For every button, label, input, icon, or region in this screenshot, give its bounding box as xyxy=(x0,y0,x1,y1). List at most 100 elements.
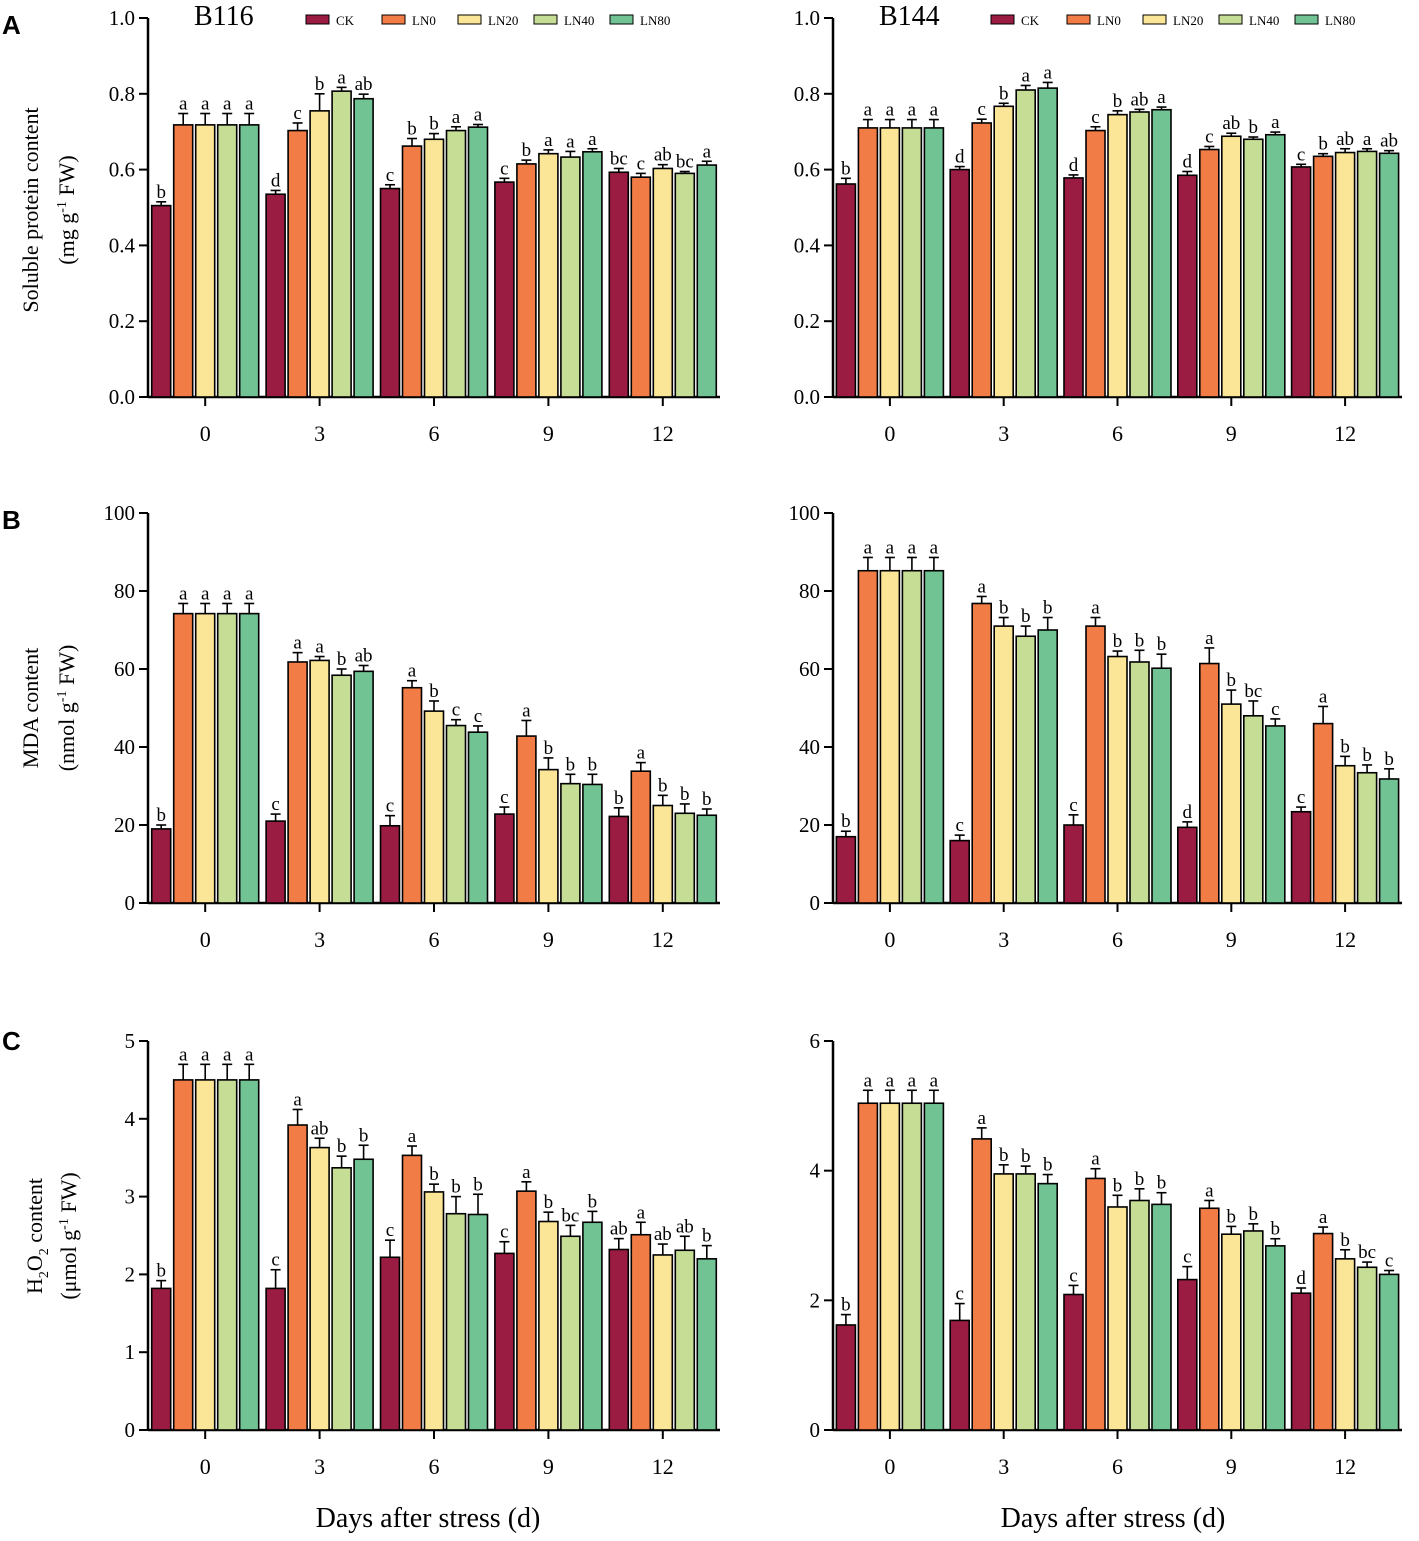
x-tick-label: 3 xyxy=(314,927,325,952)
x-tick-label: 6 xyxy=(429,1454,440,1479)
y-tick-label: 60 xyxy=(799,657,820,681)
bar-ln80 xyxy=(923,127,945,398)
significance-letter: d xyxy=(1183,151,1193,172)
x-tick-label: 3 xyxy=(998,927,1009,952)
bar-ln20 xyxy=(1107,655,1128,904)
bar-ln0 xyxy=(630,770,652,904)
significance-letter: a xyxy=(864,100,873,121)
mda-ylabel-line2: (nmol g-1 FW) xyxy=(54,645,79,772)
significance-letter: a xyxy=(544,130,553,151)
x-tick-label: 9 xyxy=(543,927,554,952)
y-tick-label: 0.0 xyxy=(109,385,135,409)
bar-ln0 xyxy=(971,602,993,904)
bar-ck xyxy=(494,181,515,398)
y-tick-label: 5 xyxy=(125,1029,136,1053)
y-tick-label: 100 xyxy=(104,501,136,525)
y-tick-label: 0 xyxy=(810,1418,821,1442)
bar-ln80 xyxy=(467,126,489,398)
significance-letter: a xyxy=(908,537,917,558)
bar-ln0 xyxy=(1312,722,1334,904)
bar-ln40 xyxy=(216,124,238,398)
significance-letter: b xyxy=(702,1226,712,1247)
bar-ln80 xyxy=(1378,1273,1400,1431)
bar-ck xyxy=(1063,177,1084,398)
bar-ln0 xyxy=(287,1124,308,1431)
significance-letter: a xyxy=(474,104,483,125)
significance-letter: b xyxy=(1021,1146,1031,1167)
significance-letter: a xyxy=(1205,628,1214,649)
significance-letter: a xyxy=(408,1126,417,1147)
significance-letter: a xyxy=(1319,686,1328,707)
significance-letter: a xyxy=(245,94,254,115)
significance-letter: b xyxy=(1340,1230,1350,1251)
significance-letter: b xyxy=(156,1261,166,1282)
significance-letter: a xyxy=(293,1089,302,1110)
significance-letter: a xyxy=(566,131,575,152)
h2o2-ylabel-line1: H2O2 content xyxy=(22,1178,52,1294)
bar-ln80 xyxy=(238,612,260,904)
chart-title: B116 xyxy=(194,1,254,32)
y-tick-label: 0.6 xyxy=(794,158,820,182)
x-tick-label: 0 xyxy=(200,927,211,952)
x-tick-label: 12 xyxy=(652,1454,674,1479)
bar-ln0 xyxy=(857,1102,879,1431)
significance-letter: c xyxy=(637,153,645,174)
significance-letter: d xyxy=(271,170,281,191)
y-tick-label: 6 xyxy=(810,1029,821,1053)
significance-letter: a xyxy=(977,576,986,597)
bar-ln20 xyxy=(1221,703,1242,904)
significance-letter: c xyxy=(386,165,394,186)
bar-ln0 xyxy=(516,1190,537,1431)
xlabel-right: Days after stress (d) xyxy=(1001,1503,1226,1534)
bar-ln40 xyxy=(560,156,581,398)
significance-letter: c xyxy=(955,815,963,836)
significance-letter: a xyxy=(315,637,324,658)
y-tick-label: 0.2 xyxy=(794,309,820,333)
significance-letter: ab xyxy=(355,74,373,95)
bar-ln80 xyxy=(1378,152,1400,398)
bar-ck xyxy=(608,815,630,904)
significance-letter: a xyxy=(245,583,254,604)
x-tick-label: 6 xyxy=(1112,1454,1123,1479)
legend-swatch-ln0 xyxy=(381,14,406,25)
significance-letter: c xyxy=(293,103,301,124)
bar-ck xyxy=(265,193,286,398)
significance-letter: c xyxy=(1205,126,1213,147)
bar-ln80 xyxy=(353,1158,374,1431)
significance-letter: c xyxy=(271,794,279,815)
bar-ln0 xyxy=(630,1233,652,1431)
bar-ln40 xyxy=(560,782,581,904)
bar-ck xyxy=(949,1319,971,1431)
bar-ck xyxy=(265,1287,286,1431)
x-tick-label: 9 xyxy=(1226,1454,1237,1479)
significance-letter: a xyxy=(977,1108,986,1129)
bar-ln40 xyxy=(674,172,696,398)
bar-ln0 xyxy=(172,612,194,904)
y-tick-label: 4 xyxy=(810,1159,821,1183)
bar-ln20 xyxy=(538,1220,559,1431)
x-tick-label: 9 xyxy=(1226,421,1237,446)
xlabel-left: Days after stress (d) xyxy=(316,1503,541,1534)
significance-letter: a xyxy=(245,1044,254,1065)
significance-letter: a xyxy=(1157,87,1166,108)
bar-ln80 xyxy=(353,97,374,398)
bar-ck xyxy=(835,183,857,398)
significance-letter: b xyxy=(1340,736,1350,757)
legend-label-ln20: LN20 xyxy=(1173,13,1203,28)
y-tick-label: 1 xyxy=(125,1340,136,1364)
significance-letter: a xyxy=(408,661,417,682)
significance-letter: b xyxy=(1157,634,1167,655)
y-tick-label: 0 xyxy=(810,891,821,915)
significance-letter: b xyxy=(1113,631,1123,652)
x-tick-label: 0 xyxy=(200,1454,211,1479)
significance-letter: b xyxy=(1384,749,1394,770)
chart-title: B144 xyxy=(879,1,940,32)
legend-swatch-ln20 xyxy=(457,14,482,25)
significance-letter: b xyxy=(473,1174,483,1195)
significance-letter: b xyxy=(429,114,439,135)
bar-ln20 xyxy=(423,1191,445,1431)
bar-ln0 xyxy=(1312,1232,1334,1431)
x-tick-label: 3 xyxy=(314,421,325,446)
